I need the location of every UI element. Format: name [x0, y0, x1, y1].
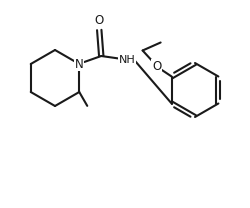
Text: O: O: [94, 15, 104, 27]
Text: NH: NH: [119, 55, 136, 65]
Text: N: N: [75, 57, 84, 71]
Text: O: O: [152, 60, 161, 73]
